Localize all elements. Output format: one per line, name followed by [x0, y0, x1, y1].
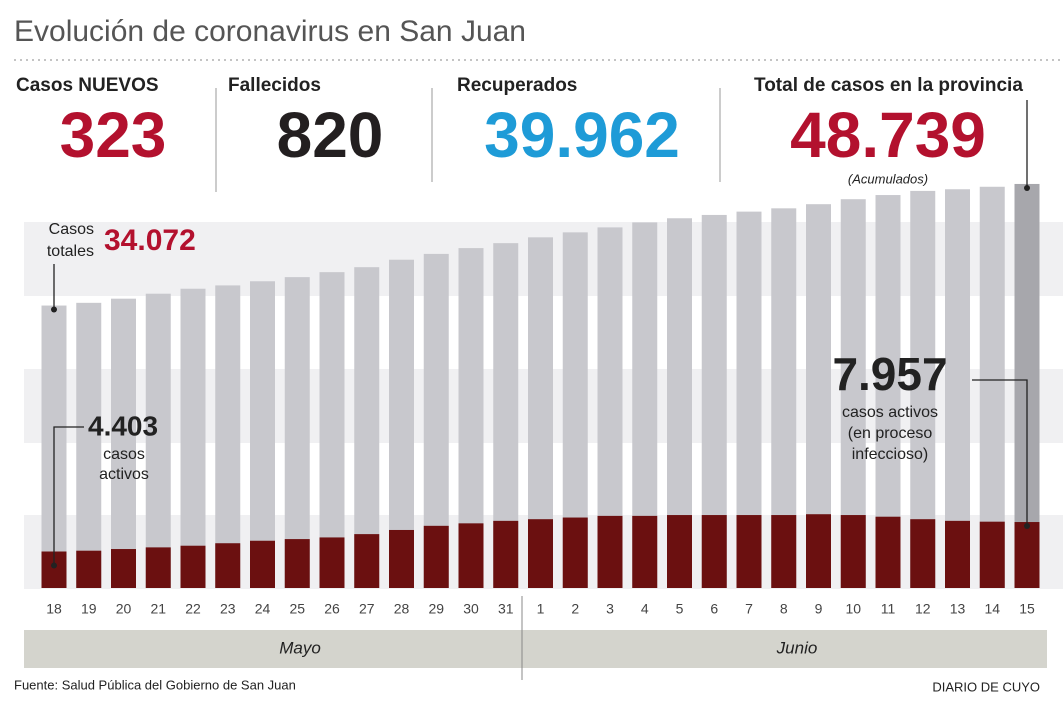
- annotation: (en proceso: [848, 425, 933, 442]
- x-tick-label: 10: [845, 601, 861, 617]
- x-tick-label: 31: [498, 601, 514, 617]
- total-bar: [76, 302, 102, 588]
- active-bar: [111, 549, 136, 588]
- x-tick-label: 21: [150, 601, 166, 617]
- x-tick-label: 3: [606, 601, 614, 617]
- stat-label: Casos NUEVOS: [16, 75, 159, 96]
- annotation: casos: [103, 446, 145, 463]
- active-bar: [945, 520, 970, 588]
- active-bar: [284, 539, 310, 588]
- annotation: Casos: [49, 221, 94, 238]
- annotation: infeccioso): [852, 446, 928, 463]
- data-label: 4.403: [88, 410, 158, 441]
- credit: DIARIO DE CUYO: [932, 679, 1040, 694]
- x-tick-label: 23: [220, 601, 236, 617]
- active-bar: [215, 543, 241, 588]
- dot: [51, 562, 57, 569]
- active-bar: [736, 515, 762, 588]
- connector: [972, 379, 1028, 527]
- x-tick-label: 18: [46, 601, 62, 617]
- active-bar: [250, 540, 275, 588]
- stat-note: (Acumulados): [848, 171, 928, 186]
- x-tick-label: 22: [185, 601, 201, 617]
- data-label: 34.072: [104, 224, 196, 257]
- annotation: totales: [47, 243, 94, 260]
- active-bar: [354, 534, 380, 588]
- active-bar: [528, 519, 553, 588]
- stat-label: Fallecidos: [228, 75, 321, 96]
- stat-label: Recuperados: [457, 75, 577, 96]
- dot: [1024, 184, 1030, 191]
- source: Fuente: Salud Pública del Gobierno de Sa…: [14, 677, 296, 692]
- x-tick-label: 7: [745, 601, 753, 617]
- active-bar: [493, 520, 519, 588]
- x-tick-label: 30: [463, 601, 479, 617]
- x-tick-label: 13: [950, 601, 966, 617]
- active-bar: [875, 516, 901, 588]
- stat-value: 323: [60, 99, 167, 171]
- active-bar: [76, 550, 102, 588]
- active-bar: [806, 514, 831, 588]
- x-tick-label: 5: [676, 601, 684, 617]
- dot: [1024, 523, 1030, 530]
- active-bar: [771, 515, 797, 588]
- active-bar: [1014, 522, 1040, 588]
- active-bar: [180, 545, 206, 588]
- total-bar: [979, 186, 1005, 588]
- x-tick-label: 24: [255, 601, 271, 617]
- x-tick-label: 14: [984, 601, 1000, 617]
- month-bar: [24, 630, 1047, 668]
- x-tick-label: 20: [116, 601, 132, 617]
- x-tick-label: 28: [394, 601, 410, 617]
- x-tick-label: 1: [537, 601, 545, 617]
- active-bar: [562, 517, 588, 588]
- active-bar: [667, 515, 692, 588]
- x-tick-label: 12: [915, 601, 931, 617]
- active-bar: [701, 515, 727, 588]
- separators: [215, 88, 721, 192]
- active-bar: [910, 519, 936, 588]
- annotation: casos activos: [842, 404, 938, 421]
- active-bar: [632, 515, 658, 588]
- active-bar: [597, 515, 623, 588]
- x-tick-label: 15: [1019, 601, 1035, 617]
- stat-value: 820: [277, 99, 384, 171]
- x-tick-label: 29: [428, 601, 444, 617]
- total-bar: [111, 298, 136, 588]
- active-bar: [145, 547, 171, 588]
- x-tick-label: 19: [81, 601, 97, 617]
- active-bar: [423, 525, 449, 588]
- month-label: Mayo: [279, 638, 321, 657]
- total-bar: [215, 285, 241, 588]
- total-bar: [284, 277, 310, 588]
- x-tick-label: 9: [815, 601, 823, 617]
- x-tick-label: 25: [289, 601, 305, 617]
- x-tick-label: 11: [881, 601, 896, 617]
- annotation: activos: [99, 466, 149, 483]
- x-tick-label: 8: [780, 601, 788, 617]
- active-bar: [979, 521, 1005, 588]
- stat-value: 48.739: [790, 99, 986, 171]
- active-bar: [389, 529, 414, 588]
- chart-title: Evolución de coronavirus en San Juan: [14, 15, 526, 48]
- x-tick-label: 26: [324, 601, 340, 617]
- stat-label: Total de casos en la provincia: [754, 75, 1023, 96]
- active-bar: [458, 523, 484, 588]
- total-bar: [180, 288, 206, 588]
- total-bar: [145, 293, 171, 588]
- active-bar: [840, 515, 866, 588]
- data-label: 7.957: [832, 348, 947, 400]
- total-bar: [250, 281, 275, 588]
- active-bar: [319, 537, 345, 588]
- x-tick-label: 4: [641, 601, 649, 617]
- connector: [53, 426, 84, 566]
- total-bar: [319, 272, 345, 588]
- stat-value: 39.962: [484, 99, 680, 171]
- x-tick-label: 6: [710, 601, 718, 617]
- dot: [51, 306, 57, 313]
- x-tick-label: 27: [359, 601, 375, 617]
- x-tick-label: 2: [571, 601, 579, 617]
- month-label: Junio: [776, 638, 818, 657]
